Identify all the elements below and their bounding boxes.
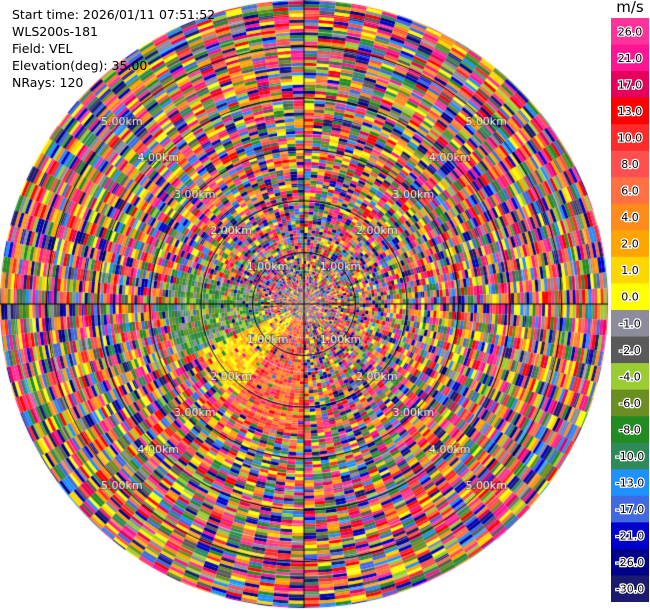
colorbar-unit: m/s (616, 0, 644, 16)
colorbar-segment (611, 336, 649, 364)
colorbar-segment (611, 469, 649, 497)
colorbar-tick-label: -10.0 (616, 450, 644, 463)
elevation-label: Elevation(deg): 35.00 (12, 58, 148, 73)
velocity-colorbar: 26.0 21.0 17.0 13.0 10.0 8.0 6.0 4.0 2.0 1.0 0.0 -1… (611, 18, 649, 602)
colorbar-segment (611, 124, 649, 152)
colorbar-segment (611, 44, 649, 72)
colorbar-segment (611, 416, 649, 444)
colorbar-segment (611, 310, 649, 338)
start-time-label: Start time: 2026/01/11 07:51:52 (12, 7, 216, 22)
colorbar-segment (611, 522, 649, 550)
colorbar-tick-label: 26.0 (618, 25, 643, 38)
info-panel: Start time: 2026/01/11 07:51:52 WLS200s-… (12, 6, 215, 91)
colorbar-tick-label: -8.0 (619, 423, 640, 436)
colorbar-segment (611, 71, 649, 99)
colorbar-tick-label: -2.0 (619, 344, 640, 357)
colorbar-tick-label: -13.0 (616, 477, 644, 490)
colorbar-tick-label: 0.0 (621, 291, 639, 304)
colorbar-segment (611, 256, 649, 284)
colorbar-segment (611, 150, 649, 178)
instrument-label: WLS200s-181 (12, 24, 98, 39)
colorbar-segment (611, 283, 649, 311)
colorbar-tick-label: 8.0 (621, 158, 639, 171)
colorbar-segment (611, 442, 649, 470)
colorbar-tick-label: 10.0 (618, 131, 643, 144)
colorbar-tick-label: 13.0 (618, 105, 643, 118)
colorbar-segment (611, 363, 649, 391)
colorbar-tick-label: -1.0 (619, 317, 640, 330)
colorbar-segment (611, 18, 649, 46)
colorbar-tick-label: 21.0 (618, 52, 643, 65)
field-label: Field: VEL (12, 41, 73, 56)
colorbar-segment (611, 177, 649, 205)
colorbar-segment (611, 97, 649, 125)
colorbar-tick-label: -6.0 (619, 397, 640, 410)
colorbar-tick-label: -4.0 (619, 370, 640, 383)
colorbar-segment (611, 548, 649, 576)
colorbar-tick-label: 17.0 (618, 78, 643, 91)
colorbar-tick-label: -17.0 (616, 503, 644, 516)
colorbar-segment (611, 495, 649, 523)
nrays-label: NRays: 120 (12, 75, 84, 90)
colorbar-tick-label: -21.0 (616, 530, 644, 543)
colorbar-tick-label: -30.0 (616, 583, 644, 596)
colorbar-segment (611, 575, 649, 602)
colorbar-tick-label: 2.0 (621, 238, 639, 251)
colorbar-tick-label: -26.0 (616, 556, 644, 569)
colorbar-tick-label: 1.0 (621, 264, 639, 277)
colorbar-tick-label: 6.0 (621, 185, 639, 198)
colorbar-segment (611, 203, 649, 231)
colorbar-segment (611, 230, 649, 258)
colorbar-segment (611, 389, 649, 417)
colorbar-tick-label: 4.0 (621, 211, 639, 224)
